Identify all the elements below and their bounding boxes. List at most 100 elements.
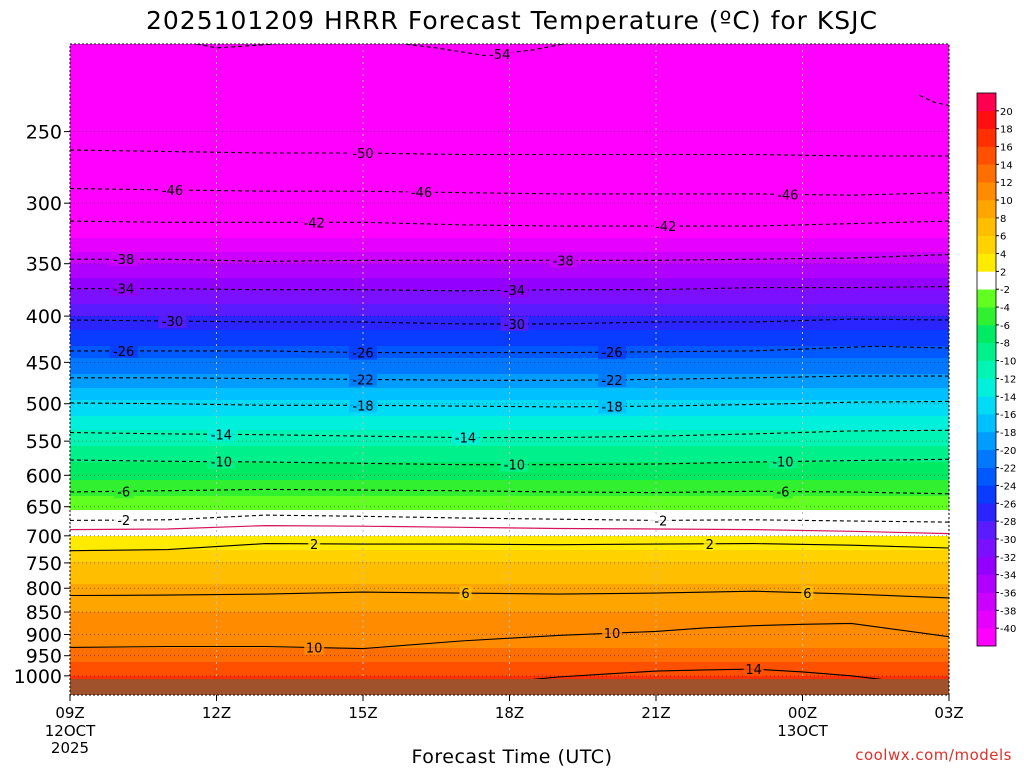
y-tick-label: 500 <box>26 394 62 416</box>
temperature-band <box>70 336 949 339</box>
x-tick-label: 09Z <box>55 704 84 722</box>
y-tick-label: 300 <box>26 193 62 215</box>
temperature-band <box>70 156 949 159</box>
colorbar-label: -6 <box>1000 321 1010 332</box>
temperature-band <box>70 528 949 531</box>
colorbar-swatch <box>977 396 996 415</box>
temperature-band <box>70 636 949 639</box>
contour-label-bg <box>743 662 764 677</box>
temperature-band <box>70 400 949 403</box>
colorbar-swatch <box>977 521 996 540</box>
colorbar-label: -22 <box>1000 464 1016 475</box>
temperature-band <box>70 372 949 375</box>
temperature-band <box>70 114 949 117</box>
temperature-band <box>70 300 949 303</box>
temperature-band <box>70 216 949 219</box>
temperature-band <box>70 648 949 651</box>
temperature-band <box>70 538 949 541</box>
colorbar-swatch <box>977 467 996 486</box>
temperature-band <box>70 348 949 351</box>
temperature-band <box>70 310 949 313</box>
colorbar-label: -34 <box>1000 571 1016 582</box>
temperature-band <box>70 426 949 429</box>
contour-label: -46 <box>411 186 432 201</box>
y-tick-label: 800 <box>26 578 62 600</box>
colorbar-frame <box>976 92 997 647</box>
temperature-band <box>70 510 949 513</box>
colorbar-label: 20 <box>1000 107 1013 118</box>
temperature-band <box>70 172 949 175</box>
temperature-band <box>70 262 949 265</box>
temperature-band <box>70 78 949 81</box>
colorbar-label: -40 <box>1000 624 1016 635</box>
temperature-band <box>70 72 949 75</box>
temperature-band <box>70 160 949 163</box>
temperature-band <box>70 652 949 655</box>
temperature-band <box>70 574 949 577</box>
colorbar-label: -26 <box>1000 499 1016 510</box>
temperature-band <box>70 88 949 91</box>
temperature-band <box>70 370 949 373</box>
temperature-band <box>70 496 949 499</box>
temperature-band <box>70 244 949 247</box>
temperature-band <box>70 618 949 621</box>
temperature-band <box>70 508 949 511</box>
colorbar-label: 18 <box>1000 125 1013 136</box>
contour-label-bg <box>113 513 134 528</box>
contour-label: -26 <box>113 345 134 360</box>
contour-label: -14 <box>455 432 476 447</box>
contour-label: 10 <box>306 642 323 657</box>
temperature-band <box>70 376 949 379</box>
contour-label-bg <box>349 145 377 160</box>
temperature-band <box>70 186 949 189</box>
colorbar-label: -24 <box>1000 481 1016 492</box>
y-tick-label: 850 <box>26 602 62 624</box>
contour-label-bg <box>308 536 321 551</box>
colorbar-label: -36 <box>1000 588 1016 599</box>
temperature-band <box>70 238 949 241</box>
temperature-band <box>70 522 949 525</box>
y-tick-label: 400 <box>26 306 62 328</box>
temperature-band <box>70 162 949 165</box>
temperature-band <box>70 628 949 631</box>
contour-label-bg <box>304 640 325 655</box>
temperature-band <box>70 64 949 67</box>
colorbar-swatch <box>977 556 996 575</box>
contour-label-bg <box>801 585 814 600</box>
contour-label: -14 <box>211 428 232 443</box>
temperature-band <box>70 448 949 451</box>
temperature-band <box>70 168 949 171</box>
temperature-band <box>70 418 949 421</box>
contour-label-bg <box>459 586 472 601</box>
temperature-band <box>70 388 949 391</box>
temperature-band <box>70 84 949 87</box>
temperature-band <box>70 154 949 157</box>
temperature-band <box>70 96 949 99</box>
colorbar-swatch <box>977 110 996 129</box>
temperature-band <box>70 550 949 553</box>
contour-label-bg <box>407 185 436 200</box>
temperature-band <box>70 492 949 495</box>
temperature-band <box>70 100 949 103</box>
temperature-band <box>70 340 949 343</box>
contour-label: 6 <box>461 587 469 602</box>
temperature-band <box>70 454 949 457</box>
colorbar-label: 10 <box>1000 196 1013 207</box>
temperature-band <box>70 234 949 237</box>
contour-label: -6 <box>117 485 130 500</box>
contour-label-bg <box>651 219 680 234</box>
temperature-band <box>70 562 949 565</box>
contour-label: -42 <box>304 216 325 231</box>
colorbar-label: -14 <box>1000 392 1016 403</box>
temperature-band <box>70 490 949 493</box>
contour-label: -2 <box>117 514 130 529</box>
temperature-band <box>70 564 949 567</box>
temperature-band <box>70 66 949 69</box>
credit-link[interactable]: coolwx.com/models <box>855 746 1012 764</box>
temperature-band <box>70 630 949 633</box>
contour-label: -22 <box>352 373 373 388</box>
colorbar-label: -18 <box>1000 428 1016 439</box>
temperature-band <box>70 414 949 417</box>
x-tick-label: 15Z <box>348 704 377 722</box>
contour-label: -42 <box>655 220 676 235</box>
